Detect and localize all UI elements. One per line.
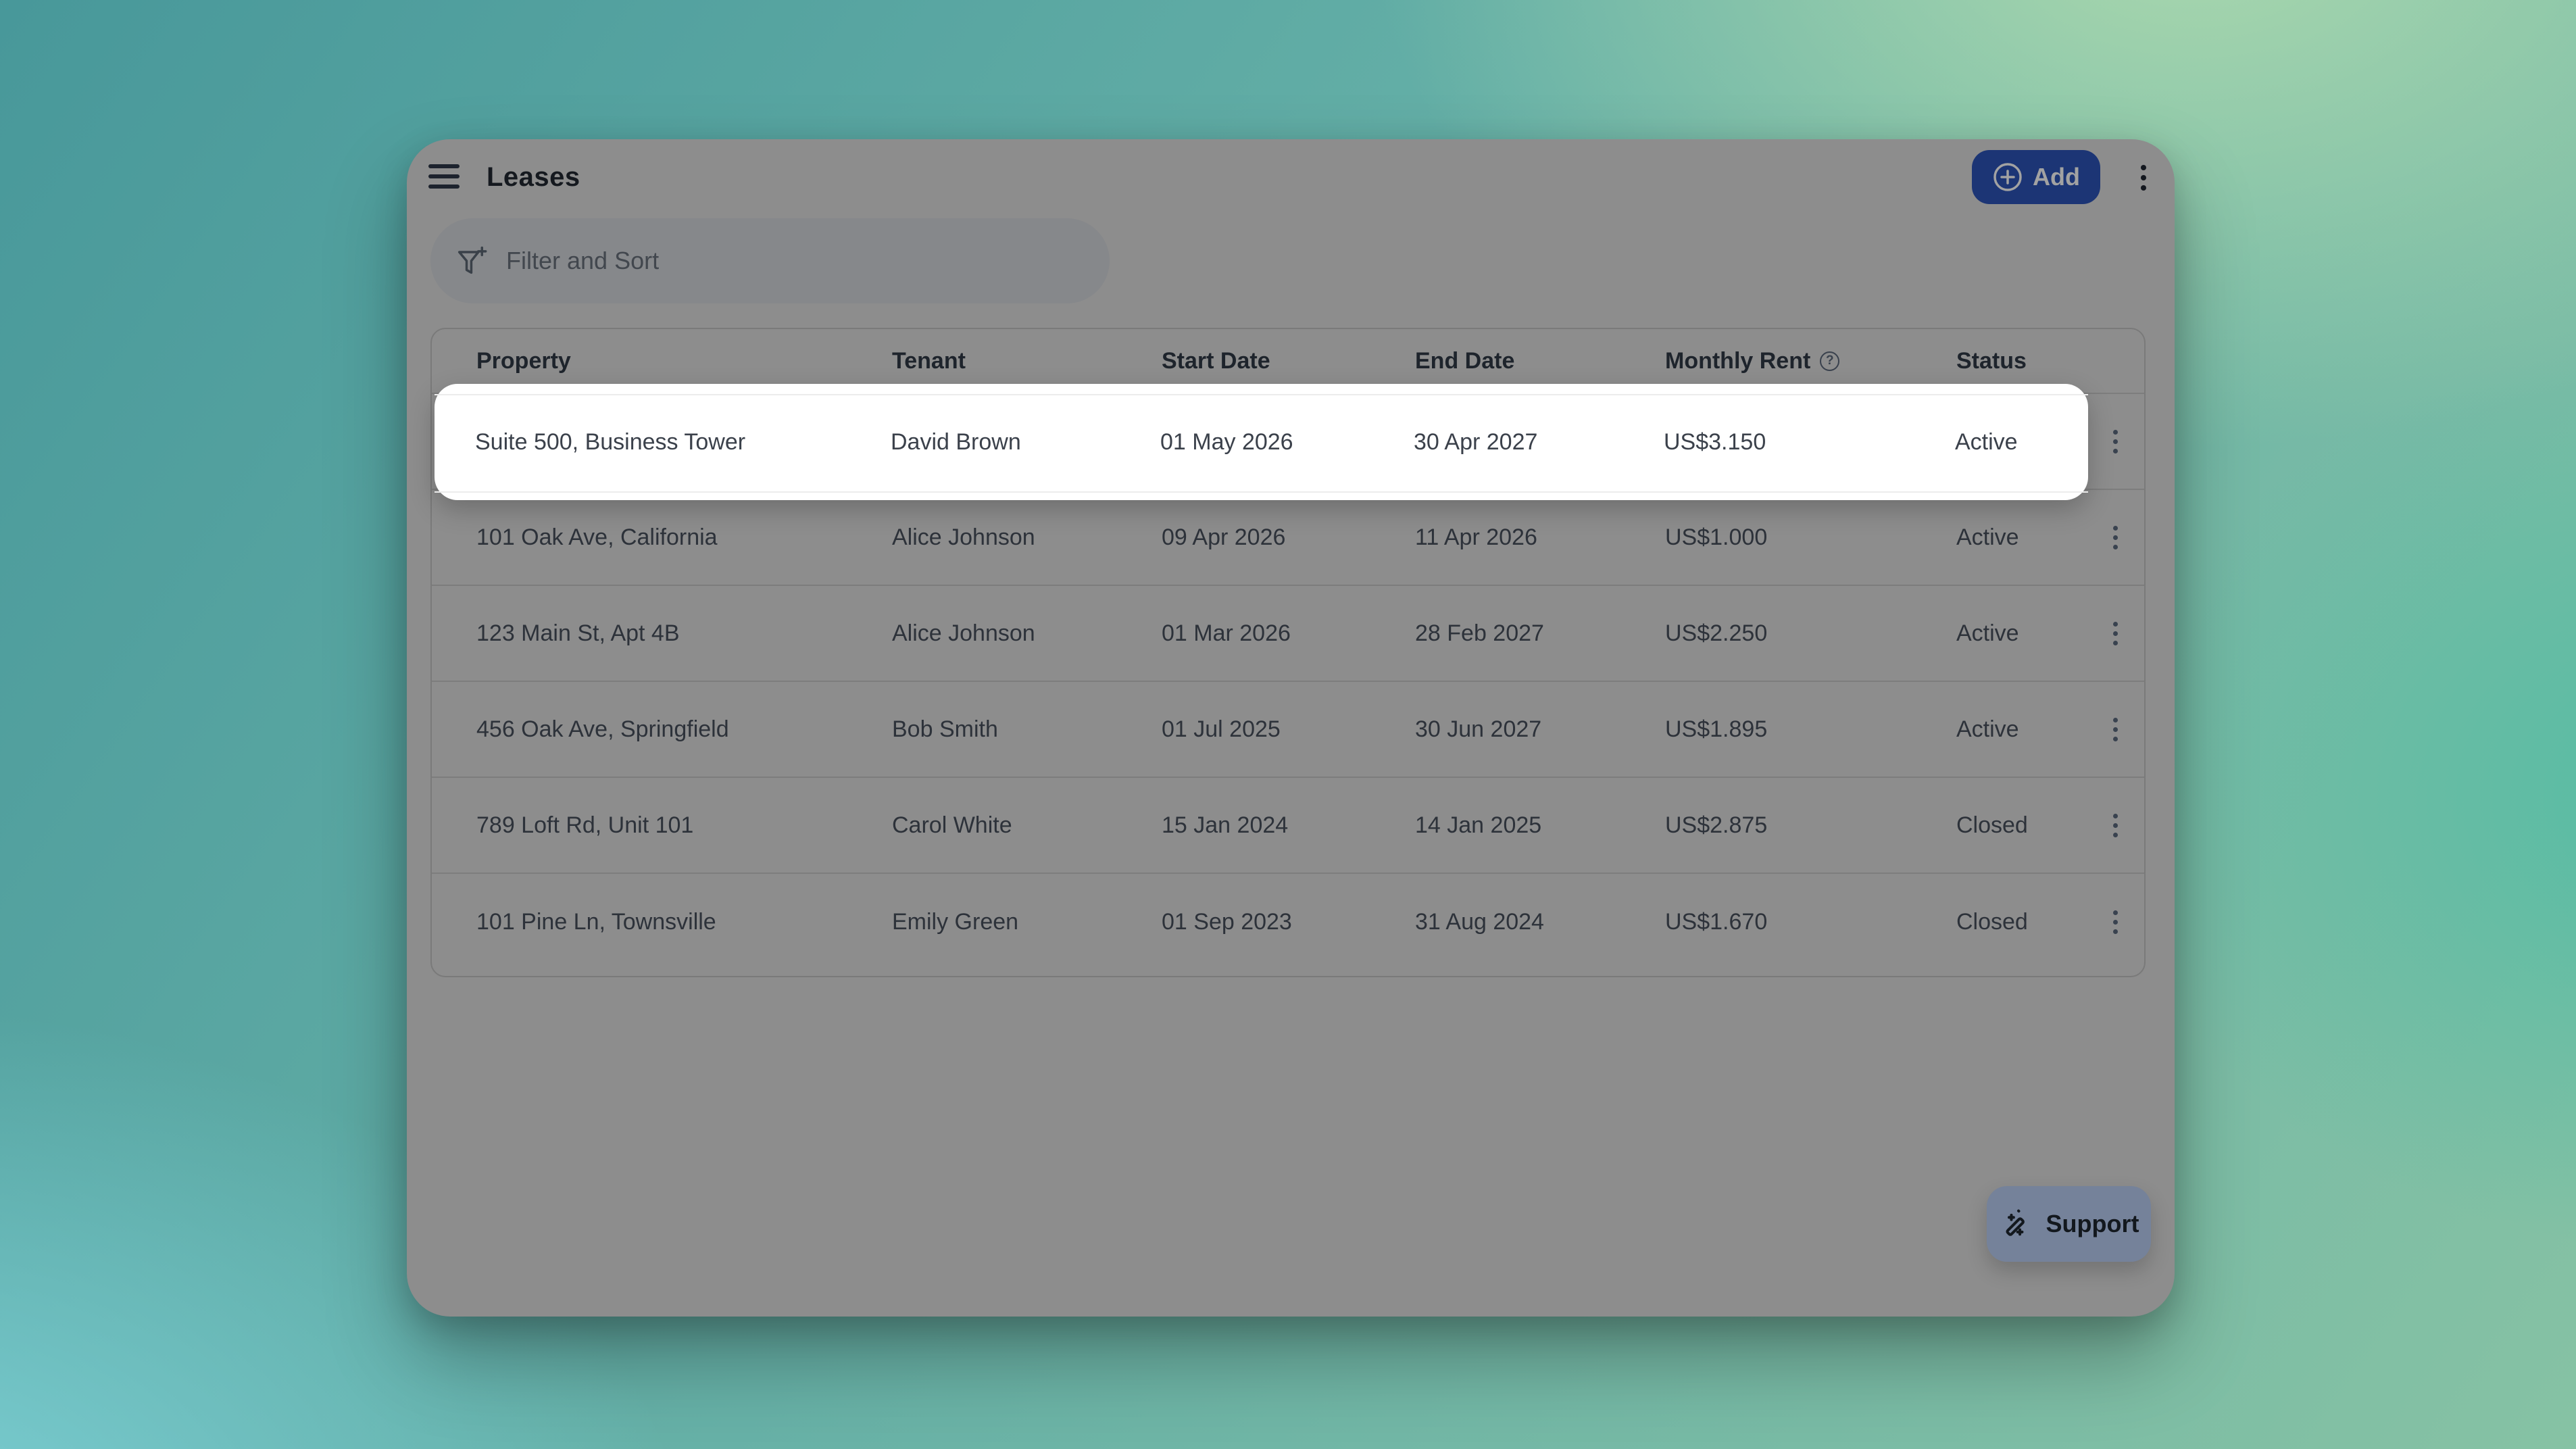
cell-tenant: Bob Smith <box>892 716 998 742</box>
row-menu-button[interactable] <box>2096 702 2134 756</box>
col-header-status: Status <box>1956 347 2027 374</box>
cell-end-date: 28 Feb 2027 <box>1415 620 1544 646</box>
row-menu-button[interactable] <box>2096 606 2134 660</box>
add-button[interactable]: Add <box>1972 150 2100 204</box>
filter-plus-icon <box>453 243 489 278</box>
cell-monthly-rent: US$1.670 <box>1665 908 1768 935</box>
cell-end-date: 11 Apr 2026 <box>1415 524 1537 550</box>
cell-status: Active <box>1956 524 2019 550</box>
cell-property: 101 Pine Ln, Townsville <box>476 908 716 935</box>
cell-end-date: 30 Apr 2027 <box>1414 428 1538 455</box>
cell-start-date: 01 Jul 2025 <box>1162 716 1281 742</box>
col-header-end-date: End Date <box>1415 347 1515 374</box>
table-header-row: Property Tenant Start Date End Date Mont… <box>432 329 2144 394</box>
page-title: Leases <box>487 162 580 192</box>
add-button-label: Add <box>2033 163 2080 191</box>
menu-button[interactable] <box>426 158 462 195</box>
question-circle-icon[interactable]: ? <box>1820 351 1840 371</box>
col-header-tenant: Tenant <box>892 347 966 374</box>
cell-property: 789 Loft Rd, Unit 101 <box>476 812 694 838</box>
cell-property: Suite 500, Business Tower <box>475 428 746 455</box>
leases-card: Leases Add Filter and Sort <box>407 139 2175 1317</box>
cell-start-date: 01 May 2026 <box>1160 428 1293 455</box>
row-menu-button[interactable] <box>2096 798 2134 852</box>
overflow-menu-button[interactable] <box>2131 155 2156 200</box>
table-row[interactable]: 101 Oak Ave, California Alice Johnson 09… <box>432 490 2144 586</box>
cell-start-date: 01 Mar 2026 <box>1162 620 1291 646</box>
cell-monthly-rent: US$2.250 <box>1665 620 1768 646</box>
table-row[interactable]: 789 Loft Rd, Unit 101 Carol White 15 Jan… <box>432 778 2144 874</box>
cell-property: 123 Main St, Apt 4B <box>476 620 680 646</box>
cell-tenant: Alice Johnson <box>892 524 1035 550</box>
cell-tenant: Alice Johnson <box>892 620 1035 646</box>
cell-monthly-rent: US$3.150 <box>1664 428 1766 455</box>
cell-monthly-rent: US$1.000 <box>1665 524 1768 550</box>
cell-monthly-rent: US$1.895 <box>1665 716 1768 742</box>
table-row[interactable]: 101 Pine Ln, Townsville Emily Green 01 S… <box>432 874 2144 970</box>
cell-tenant: Emily Green <box>892 908 1019 935</box>
cell-start-date: 15 Jan 2024 <box>1162 812 1289 838</box>
cell-status: Closed <box>1956 908 2028 935</box>
table-row[interactable]: 456 Oak Ave, Springfield Bob Smith 01 Ju… <box>432 682 2144 778</box>
support-button[interactable]: Support <box>1987 1186 2151 1262</box>
row-divider <box>435 394 2088 395</box>
table-row[interactable]: 123 Main St, Apt 4B Alice Johnson 01 Mar… <box>432 586 2144 682</box>
col-header-monthly-rent: Monthly Rent ? <box>1665 348 1956 374</box>
cell-status: Active <box>1956 716 2019 742</box>
cell-property: 456 Oak Ave, Springfield <box>476 716 729 742</box>
cell-start-date: 01 Sep 2023 <box>1162 908 1292 935</box>
cell-status: Active <box>1956 620 2019 646</box>
support-button-label: Support <box>2046 1210 2139 1237</box>
cell-tenant: Carol White <box>892 812 1012 838</box>
cell-monthly-rent: US$2.875 <box>1665 812 1768 838</box>
row-menu-button[interactable] <box>2096 895 2134 949</box>
cell-start-date: 09 Apr 2026 <box>1162 524 1286 550</box>
leases-table: Property Tenant Start Date End Date Mont… <box>430 328 2146 977</box>
table-body: 101 Oak Ave, California Alice Johnson 09… <box>432 394 2144 970</box>
filter-and-sort-input[interactable]: Filter and Sort <box>430 218 1110 303</box>
cell-end-date: 30 Jun 2027 <box>1415 716 1542 742</box>
cell-status: Closed <box>1956 812 2028 838</box>
cell-property: 101 Oak Ave, California <box>476 524 718 550</box>
cell-status: Active <box>1955 428 2018 455</box>
row-menu-button[interactable] <box>2096 414 2134 468</box>
cell-end-date: 31 Aug 2024 <box>1415 908 1544 935</box>
cell-tenant: David Brown <box>891 428 1021 455</box>
highlighted-lease-row[interactable]: Suite 500, Business Tower David Brown 01… <box>435 384 2088 500</box>
col-header-property: Property <box>476 347 571 374</box>
row-divider <box>435 491 2088 493</box>
row-menu-button[interactable] <box>2096 510 2134 564</box>
filter-placeholder: Filter and Sort <box>506 247 660 274</box>
col-header-start-date: Start Date <box>1162 347 1270 374</box>
cell-end-date: 14 Jan 2025 <box>1415 812 1542 838</box>
plus-circle-icon <box>1992 162 2023 193</box>
magic-wand-icon <box>1999 1206 2035 1242</box>
